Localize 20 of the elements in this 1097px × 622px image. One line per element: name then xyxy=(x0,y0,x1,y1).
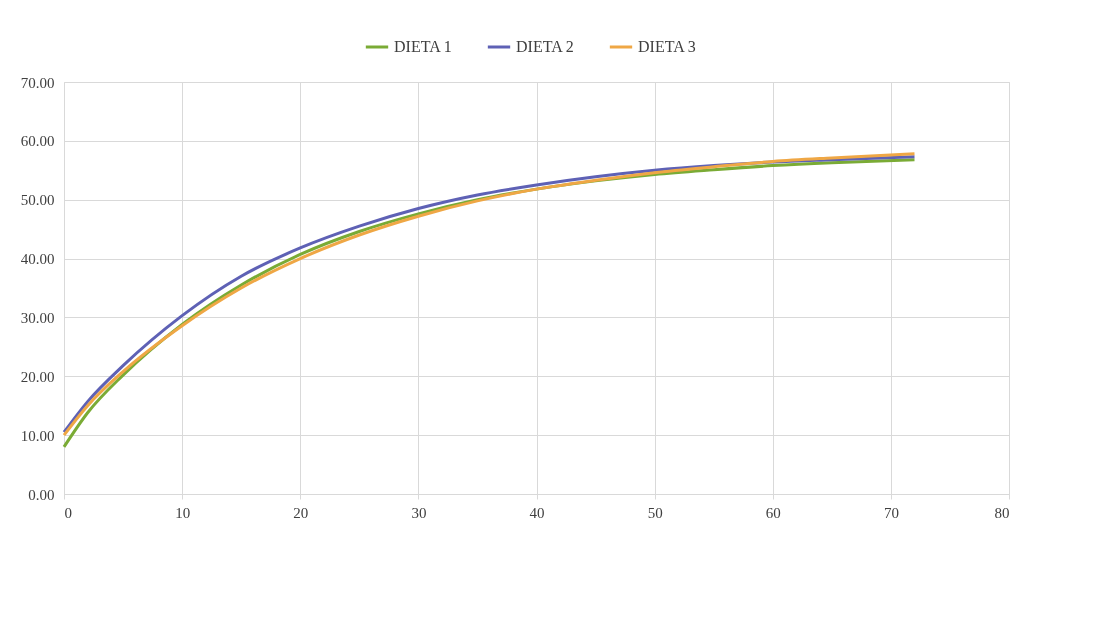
y-tick-label: 0.00 xyxy=(28,486,55,503)
x-tick-label: 30 xyxy=(411,504,427,521)
x-tick-label: 10 xyxy=(175,504,191,521)
y-tick-label: 70.00 xyxy=(20,74,55,91)
legend-label: DIETA 1 xyxy=(394,38,452,55)
x-tick-label: 60 xyxy=(765,504,781,521)
x-tick-label: 70 xyxy=(883,504,899,521)
legend-label: DIETA 2 xyxy=(516,38,574,55)
y-tick-label: 40.00 xyxy=(20,251,55,268)
x-tick-label: 50 xyxy=(647,504,663,521)
y-tick-label: 20.00 xyxy=(20,368,55,385)
legend-label: DIETA 3 xyxy=(638,38,696,55)
x-tick-label: 40 xyxy=(529,504,545,521)
y-tick-label: 50.00 xyxy=(20,192,55,209)
y-tick-label: 60.00 xyxy=(20,133,55,150)
x-tick-label: 20 xyxy=(293,504,309,521)
y-tick-label: 10.00 xyxy=(20,427,55,444)
y-tick-label: 30.00 xyxy=(20,309,55,326)
x-tick-label: 80 xyxy=(994,504,1010,521)
x-tick-label: 0 xyxy=(64,504,72,521)
